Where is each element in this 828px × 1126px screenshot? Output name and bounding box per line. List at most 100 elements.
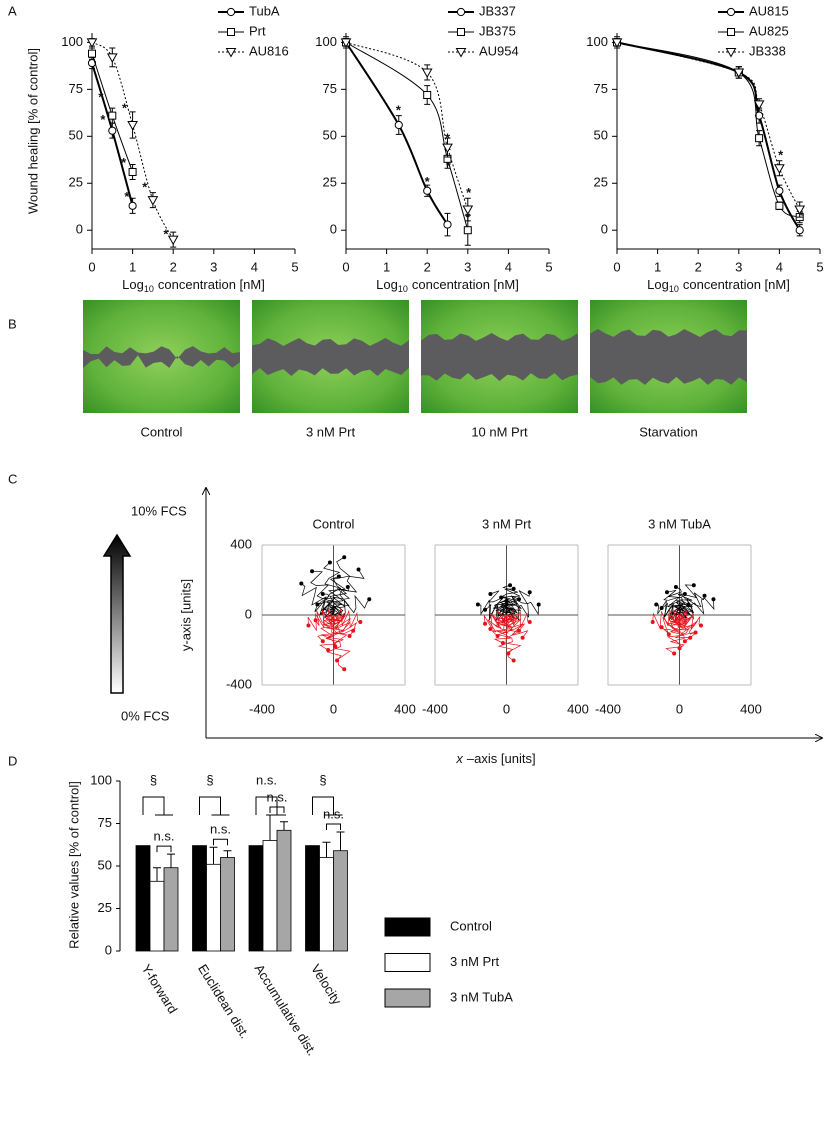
data-point: [394, 120, 403, 130]
cell-track: [506, 609, 530, 628]
x-tick-label: 400: [740, 701, 762, 716]
x-tick-label: 5: [816, 259, 823, 274]
significance-bracket: [199, 796, 230, 816]
cell-track: [661, 609, 680, 634]
legend-swatch: [384, 988, 431, 1008]
track-endpoint: [313, 618, 318, 623]
x-tick-label: 2: [424, 259, 431, 274]
legend-marker: [456, 7, 466, 17]
track-endpoint: [664, 590, 669, 595]
track-endpoint: [483, 607, 488, 612]
y-tick-label: 0: [105, 942, 112, 957]
data-point: [443, 220, 452, 229]
data-point: [775, 186, 784, 195]
data-point: [340, 38, 352, 48]
data-point: [753, 100, 765, 110]
data-point: [128, 167, 137, 176]
track-endpoint: [650, 620, 655, 624]
x-axis-label-part: 10: [398, 284, 408, 294]
panel-label: D: [8, 753, 17, 768]
significance-mark: *: [465, 210, 471, 225]
panel-label: C: [8, 471, 17, 486]
track-endpoint: [327, 560, 332, 565]
y-tick-label: 50: [323, 128, 337, 143]
significance-mark: *: [98, 89, 104, 104]
track-endpoint: [336, 574, 341, 579]
legend-label: JB338: [749, 43, 786, 58]
significance-bracket: [312, 796, 343, 816]
data-point: [108, 111, 117, 120]
x-axis-label-part: concentration [nM]: [158, 277, 265, 292]
x-tick-label: -400: [595, 701, 621, 716]
x-tick-label: 4: [776, 259, 783, 274]
x-tick-label: 3: [210, 259, 217, 274]
gradient-label: 10% FCS: [131, 503, 187, 518]
x-tick-label: 1: [383, 259, 390, 274]
x-tick-label: Velocity: [308, 961, 345, 1007]
cell-track: [317, 614, 342, 642]
x-tick-label: 0: [88, 259, 95, 274]
y-tick-label: 100: [586, 34, 608, 49]
image-caption: Starvation: [639, 424, 698, 439]
track-endpoint: [511, 586, 516, 591]
cell-track: [677, 610, 702, 630]
track-endpoint: [488, 592, 493, 596]
significance-label: n.s.: [256, 772, 277, 787]
x-tick-label: 0: [342, 259, 349, 274]
legend-marker: [227, 28, 235, 36]
significance-label: §: [206, 772, 213, 787]
data-point: [462, 205, 474, 216]
x-axis-label: Log10 concentration [nM]: [122, 277, 265, 294]
significance-mark: *: [798, 208, 804, 223]
significance-mark: *: [163, 227, 169, 242]
track-endpoint: [691, 583, 696, 588]
axis-label: y-axis [units]: [178, 579, 193, 651]
cell-track: [674, 614, 698, 639]
track-endpoint: [320, 592, 325, 596]
x-tick-label: Accumulative dist.: [252, 961, 320, 1058]
track-endpoint: [500, 641, 505, 645]
track-endpoint: [326, 648, 331, 652]
cell-track: [493, 614, 514, 644]
cell-track: [501, 614, 529, 639]
y-tick-label: 75: [323, 81, 337, 96]
x-tick-label: 0: [676, 701, 683, 716]
y-tick-label: 75: [594, 81, 608, 96]
legend-marker: [226, 7, 236, 17]
track-endpoint: [693, 630, 698, 635]
x-axis-label: Log10 concentration [nM]: [376, 277, 519, 294]
track-endpoint: [333, 644, 338, 649]
track-endpoint: [347, 634, 352, 638]
y-tick-label: 25: [323, 175, 337, 190]
x-tick-label: 400: [394, 701, 416, 716]
track-endpoint: [475, 602, 480, 607]
y-axis-label: Wound healing [% of control]: [25, 48, 40, 214]
legend-marker: [726, 7, 736, 17]
legend-swatch: [384, 917, 431, 937]
data-point: [106, 53, 118, 63]
x-tick-label: 400: [567, 701, 589, 716]
y-axis-label: Relative values [% of control]: [66, 781, 81, 949]
data-point: [775, 201, 784, 210]
image-caption: Control: [141, 424, 183, 439]
track-endpoint: [367, 597, 372, 602]
data-point: [463, 226, 472, 235]
cell-track: [333, 607, 361, 628]
cell-track: [487, 610, 508, 633]
track-endpoint: [659, 625, 664, 630]
track-endpoint: [508, 583, 513, 588]
significance-mark: *: [124, 189, 130, 204]
bar: [276, 829, 292, 952]
track-endpoint: [659, 606, 664, 610]
significance-mark: *: [778, 148, 784, 163]
x-tick-label: 2: [170, 259, 177, 274]
x-tick-label: 4: [251, 259, 258, 274]
track-endpoint: [711, 597, 716, 602]
error-bar: [266, 814, 274, 841]
y-tick-label: 50: [594, 128, 608, 143]
track-endpoint: [320, 639, 325, 644]
significance-mark: *: [142, 180, 148, 195]
legend-label: 3 nM TubA: [450, 989, 513, 1004]
bar: [149, 880, 165, 952]
data-point: [423, 90, 432, 99]
